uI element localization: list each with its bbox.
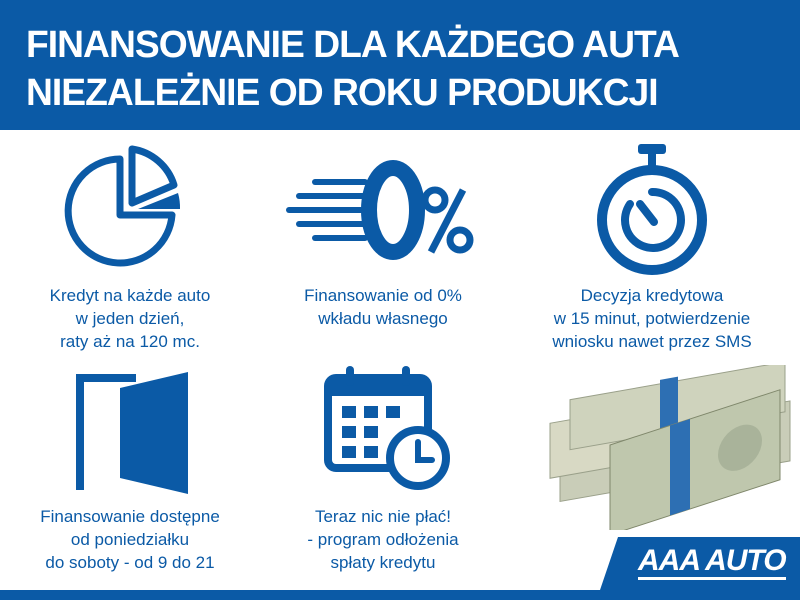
caption-line: Teraz nic nie płać! — [314, 507, 452, 526]
caption-line: wkładu własnego — [318, 309, 448, 328]
feature-caption-zero-down: Finansowanie od 0% wkładu własnego — [253, 284, 513, 330]
caption-line: wniosku nawet przez SMS — [552, 332, 752, 351]
aaa-auto-logo: AAA AUTO — [600, 537, 800, 590]
feature-caption-defer: Teraz nic nie płać! - program odłożenia … — [253, 505, 513, 574]
headline-line-2: NIEZALEŻNIE OD ROKU PRODUKCJI — [26, 72, 659, 114]
footer-bar — [0, 590, 800, 600]
caption-line: w 15 minut, potwierdzenie — [553, 309, 751, 328]
banknote-stack-image — [549, 365, 791, 530]
caption-line: Decyzja kredytowa — [580, 286, 724, 305]
feature-caption-decision: Decyzja kredytowa w 15 minut, potwierdze… — [522, 284, 782, 353]
feature-caption-hours: Finansowanie dostępne od poniedziałku do… — [0, 505, 260, 574]
caption-line: od poniedziałku — [70, 530, 190, 549]
headline-line-1: FINANSOWANIE DLA KAŻDEGO AUTA — [26, 24, 680, 66]
stopwatch-icon — [597, 144, 707, 275]
calendar-clock-icon — [324, 366, 450, 490]
open-door-icon — [76, 372, 188, 494]
caption-line: do soboty - od 9 do 21 — [45, 553, 215, 572]
caption-line: w jeden dzień, — [75, 309, 185, 328]
caption-line: Kredyt na każde auto — [49, 286, 211, 305]
caption-line: - program odłożenia — [307, 530, 459, 549]
caption-line: Finansowanie od 0% — [304, 286, 462, 305]
header-banner: FINANSOWANIE DLA KAŻDEGO AUTA NIEZALEŻNI… — [0, 0, 800, 130]
logo-text: AAA AUTO — [638, 545, 787, 580]
zero-percent-icon — [286, 160, 474, 260]
caption-line: Finansowanie dostępne — [40, 507, 220, 526]
pie-chart-icon — [64, 145, 181, 267]
feature-caption-credit: Kredyt na każde auto w jeden dzień, raty… — [0, 284, 260, 353]
caption-line: spłaty kredytu — [330, 553, 436, 572]
caption-line: raty aż na 120 mc. — [60, 332, 200, 351]
